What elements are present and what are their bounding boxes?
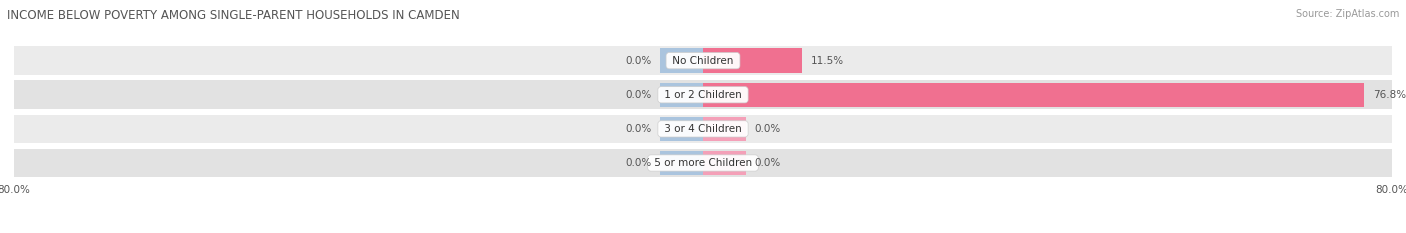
Text: 3 or 4 Children: 3 or 4 Children [661, 124, 745, 134]
Text: 5 or more Children: 5 or more Children [651, 158, 755, 168]
Bar [703, 151, 747, 175]
Bar [703, 82, 1364, 107]
Bar [14, 115, 1392, 143]
Text: INCOME BELOW POVERTY AMONG SINGLE-PARENT HOUSEHOLDS IN CAMDEN: INCOME BELOW POVERTY AMONG SINGLE-PARENT… [7, 9, 460, 22]
Bar [659, 82, 703, 107]
Bar [703, 116, 747, 141]
Text: 76.8%: 76.8% [1374, 90, 1406, 100]
Text: 1 or 2 Children: 1 or 2 Children [661, 90, 745, 100]
Bar [659, 151, 703, 175]
Text: 0.0%: 0.0% [626, 124, 651, 134]
Bar [14, 46, 1392, 75]
Bar [14, 149, 1392, 177]
Bar [659, 116, 703, 141]
Text: Source: ZipAtlas.com: Source: ZipAtlas.com [1295, 9, 1399, 19]
Text: 0.0%: 0.0% [626, 56, 651, 66]
Bar [703, 48, 801, 73]
Text: 0.0%: 0.0% [626, 158, 651, 168]
Bar [14, 80, 1392, 109]
Text: 0.0%: 0.0% [755, 158, 780, 168]
Text: 0.0%: 0.0% [755, 124, 780, 134]
Text: No Children: No Children [669, 56, 737, 66]
Text: 11.5%: 11.5% [811, 56, 844, 66]
Bar [659, 48, 703, 73]
Text: 0.0%: 0.0% [626, 90, 651, 100]
